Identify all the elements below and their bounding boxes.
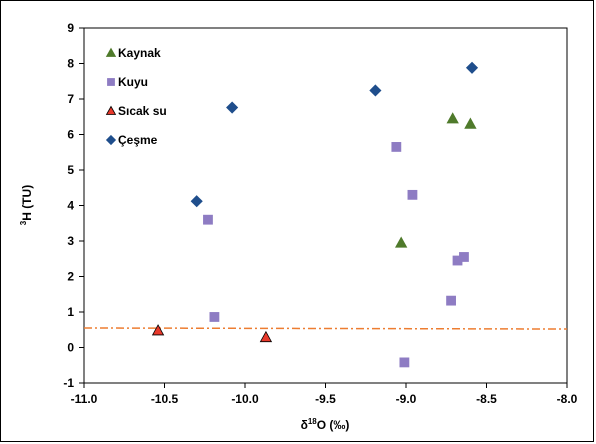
y-tick-label: 2 bbox=[67, 270, 74, 284]
legend-marker-kuyu bbox=[108, 79, 115, 86]
y-tick-label: 1 bbox=[67, 305, 74, 319]
x-tick-label: -9.0 bbox=[396, 392, 417, 406]
y-axis: -1 0 1 2 3 4 5 6 7 8 9 bbox=[63, 21, 84, 390]
y-tick-label: 9 bbox=[67, 21, 74, 35]
x-axis-title: δ18O (‰) bbox=[301, 417, 350, 432]
legend-label-kaynak: Kaynak bbox=[118, 46, 161, 60]
point-kuyu bbox=[210, 312, 219, 321]
y-tick-label: -1 bbox=[63, 376, 74, 390]
x-axis: -11.0 -10.5 -10.0 -9.5 -9.0 -8.5 -8.0 bbox=[71, 383, 578, 406]
legend-label-s-cak-su: Sıcak su bbox=[118, 104, 167, 118]
point-kuyu bbox=[203, 215, 212, 224]
point-kuyu bbox=[447, 296, 456, 305]
point-kuyu bbox=[400, 358, 409, 367]
x-axis-title-part1: δ bbox=[301, 418, 308, 432]
y-tick-label: 6 bbox=[67, 128, 74, 142]
x-tick-label: -10.5 bbox=[151, 392, 179, 406]
y-tick-label: 4 bbox=[67, 199, 74, 213]
y-tick-label: 5 bbox=[67, 163, 74, 177]
y-tick-label: 8 bbox=[67, 57, 74, 71]
x-tick-label: -8.5 bbox=[476, 392, 497, 406]
y-tick-label: 7 bbox=[67, 92, 74, 106]
y-tick-label: 0 bbox=[67, 341, 74, 355]
point-kuyu bbox=[453, 256, 462, 265]
point-kuyu bbox=[408, 190, 417, 199]
x-tick-label: -10.0 bbox=[231, 392, 259, 406]
y-axis-title: 3H (TU) bbox=[19, 185, 34, 225]
x-tick-label: -11.0 bbox=[71, 392, 98, 406]
legend-label-kuyu: Kuyu bbox=[118, 75, 148, 89]
x-tick-label: -9.5 bbox=[315, 392, 336, 406]
y-tick-label: 3 bbox=[67, 234, 74, 248]
y-axis-title-part: H (TU) bbox=[20, 185, 34, 221]
x-tick-label: -8.0 bbox=[557, 392, 578, 406]
x-axis-title-part2: O (‰) bbox=[317, 418, 350, 432]
legend-label--e-me: Çeşme bbox=[118, 133, 158, 147]
point-kuyu bbox=[392, 142, 401, 151]
